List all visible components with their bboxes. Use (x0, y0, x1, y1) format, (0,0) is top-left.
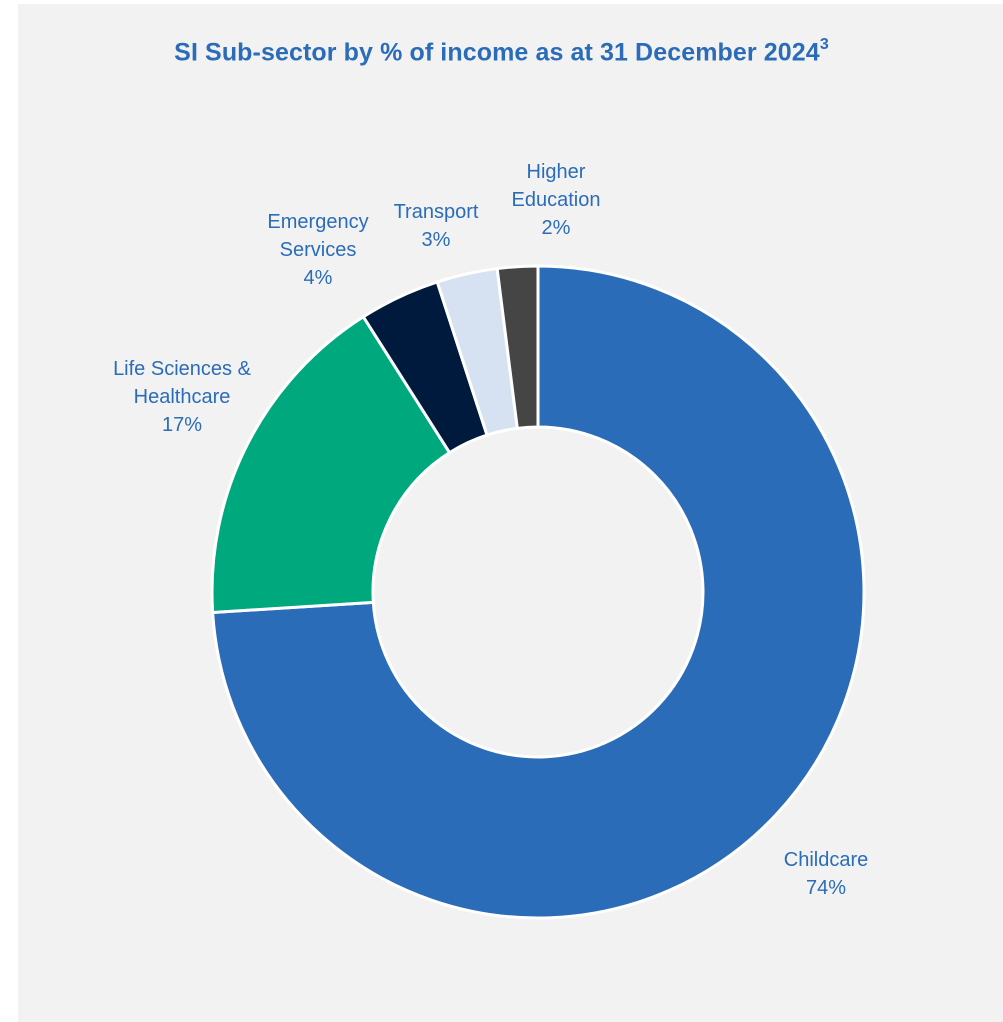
donut-slices (210, 264, 866, 920)
label-life-sciences-healthcare: Life Sciences & Healthcare 17% (113, 358, 252, 436)
label-higher-education: Higher Education 2% (512, 161, 601, 239)
slice-labels: Childcare 74% Life Sciences & Healthcare 17%… (113, 161, 868, 899)
label-emergency-services: Emergency Services 4% (267, 211, 368, 289)
slice-life-sciences-healthcare (210, 315, 452, 614)
slice-higher-education (495, 264, 540, 430)
chart-title-text: SI Sub-sector by % of income as at 31 De… (174, 38, 820, 67)
slice-childcare (211, 264, 866, 920)
label-transport: Transport 3% (394, 201, 479, 251)
chart-title-footnote: 3 (819, 36, 829, 53)
chart-title: SI Sub-sector by % of income as at 31 De… (0, 36, 1003, 67)
label-childcare: Childcare 74% (784, 849, 868, 899)
